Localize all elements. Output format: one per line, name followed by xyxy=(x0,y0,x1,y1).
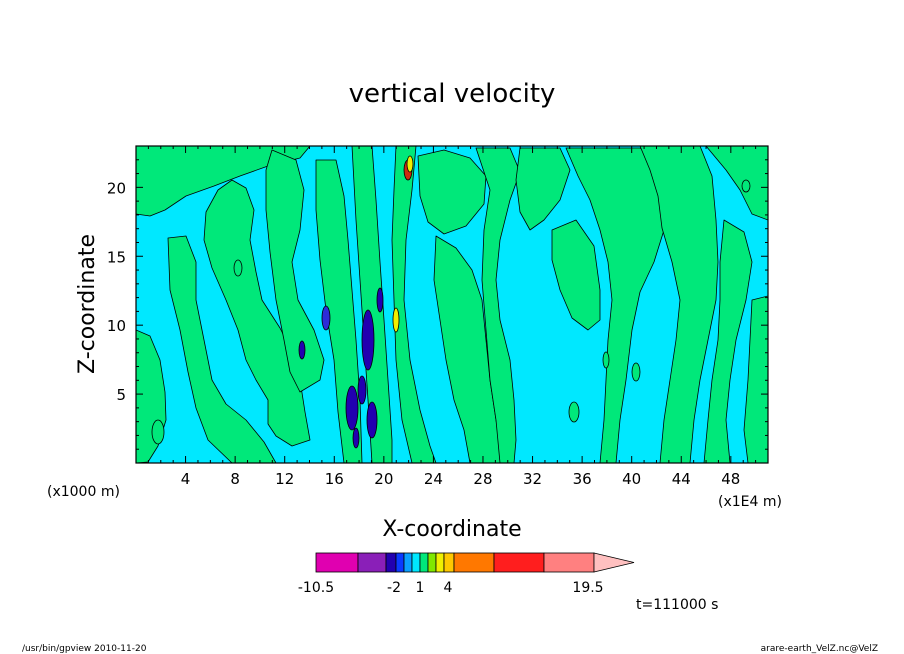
velocity-cell xyxy=(392,307,400,333)
colorbar-segment xyxy=(395,552,405,573)
x-tick-label: 36 xyxy=(573,470,592,488)
colorbar-segment xyxy=(403,552,413,573)
colorbar-segment xyxy=(435,552,445,573)
colorbar-label: -10.5 xyxy=(298,580,334,596)
footer-right: arare-earth_VelZ.nc@VelZ xyxy=(761,644,878,654)
y-axis-ticks: 5 10 15 20 xyxy=(107,159,768,450)
positive-band-right-edge xyxy=(743,295,768,463)
positive-band-right-2 xyxy=(551,219,601,331)
positive-cell xyxy=(602,351,610,369)
colorbar-segment xyxy=(315,552,359,573)
x-tick-label: 24 xyxy=(424,470,443,488)
positive-cell xyxy=(151,419,165,445)
x-tick-label: 20 xyxy=(374,470,393,488)
x-axis-label: X-coordinate xyxy=(382,517,521,542)
velocity-cell xyxy=(366,401,378,439)
colorbar-label: 19.5 xyxy=(572,580,603,596)
y-tick-label: 20 xyxy=(107,179,126,197)
positive-band-top-left xyxy=(136,146,311,217)
positive-band-right-5 xyxy=(703,219,753,463)
positive-band-upper-right xyxy=(417,149,487,235)
colorbar-segment xyxy=(453,552,495,573)
colorbar-label: 4 xyxy=(444,580,453,596)
colorbar-segment xyxy=(443,552,455,573)
plot-frame xyxy=(135,145,769,464)
colorbar xyxy=(315,552,635,573)
velocity-cell xyxy=(357,375,367,405)
colorbar-arrow xyxy=(593,552,635,573)
positive-band-left-lower xyxy=(167,235,277,463)
x-unit-left: (x1000 m) xyxy=(47,484,120,500)
colorbar-label: -2 xyxy=(387,580,401,596)
x-tick-label: 16 xyxy=(325,470,344,488)
colorbar-segment xyxy=(543,552,595,573)
positive-cell xyxy=(233,259,243,277)
colorbar-label: 1 xyxy=(416,580,425,596)
x-axis-ticks: 4 8 12 16 20 24 28 32 36 40 44 48 xyxy=(147,146,757,488)
positive-cell xyxy=(631,362,641,382)
colorbar-segment xyxy=(493,552,545,573)
positive-band-core-right xyxy=(391,146,437,463)
chart-title: vertical velocity xyxy=(349,79,556,109)
y-tick-label: 5 xyxy=(116,386,126,404)
y-tick-label: 15 xyxy=(107,248,126,266)
x-tick-label: 12 xyxy=(275,470,294,488)
positive-band-top-right-b xyxy=(705,146,768,221)
colorbar-segment xyxy=(427,552,437,573)
positive-band-core xyxy=(351,146,393,463)
x-unit-right: (x1E4 m) xyxy=(718,494,782,510)
x-tick-label: 8 xyxy=(230,470,240,488)
strong-velocity-cells xyxy=(298,155,414,449)
colorbar-segment xyxy=(411,552,421,573)
positive-band-inner-left xyxy=(265,149,325,393)
footer-left: /usr/bin/gpview 2010-11-20 xyxy=(22,644,147,654)
x-tick-label: 28 xyxy=(473,470,492,488)
y-axis-label: Z-coordinate xyxy=(75,234,100,374)
x-tick-label: 44 xyxy=(672,470,691,488)
positive-cell xyxy=(741,179,751,193)
x-tick-label: 32 xyxy=(523,470,542,488)
positive-band-right-1 xyxy=(475,147,521,463)
y-tick-label: 10 xyxy=(107,317,126,335)
positive-band-right-4 xyxy=(639,146,719,463)
plot-area xyxy=(136,146,768,463)
time-label: t=111000 s xyxy=(636,597,718,613)
x-tick-label: 48 xyxy=(721,470,740,488)
velocity-cell xyxy=(376,287,384,313)
velocity-cell xyxy=(352,427,360,449)
velocity-cell xyxy=(406,155,414,173)
velocity-cell xyxy=(345,385,359,431)
velocity-cell xyxy=(321,305,331,331)
positive-band-top-right-a xyxy=(515,147,571,231)
x-tick-label: 40 xyxy=(622,470,641,488)
positive-cell xyxy=(568,401,580,423)
velocity-cell xyxy=(361,309,375,371)
positive-band-left xyxy=(203,179,311,447)
colorbar-segment xyxy=(357,552,387,573)
colorbar-labels: -10.5 -2 1 4 19.5 xyxy=(298,580,604,596)
x-tick-label: 4 xyxy=(181,470,191,488)
colorbar-segment xyxy=(385,552,397,573)
velocity-cell xyxy=(298,340,306,360)
colorbar-segment xyxy=(419,552,429,573)
positive-band-mid-right xyxy=(433,235,505,463)
